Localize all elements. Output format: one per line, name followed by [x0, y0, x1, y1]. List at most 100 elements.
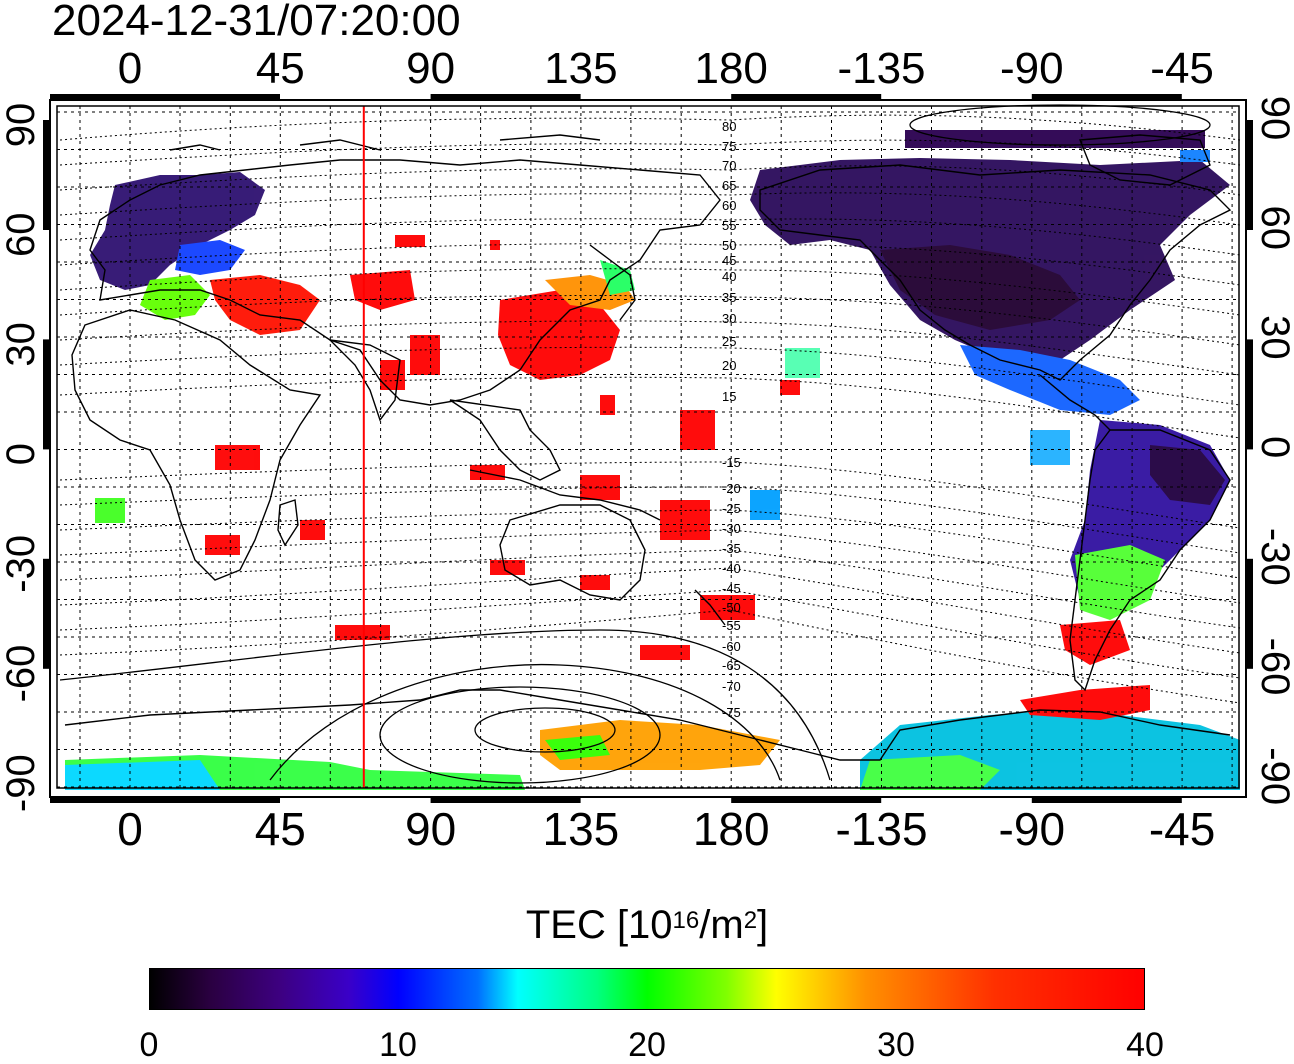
frame-bar [1247, 120, 1253, 230]
coastlines [64, 134, 1232, 761]
coast-madagascar [277, 499, 299, 547]
coast-africa [71, 309, 322, 581]
bottom-lon-label: 0 [117, 803, 143, 855]
right-lat-label: 30 [1253, 315, 1294, 360]
colorbar-tick-label: 40 [1126, 1026, 1164, 1064]
contour-label: 25 [722, 334, 736, 349]
tec-cell [750, 490, 780, 520]
tec-patch-antarctic-red [1020, 685, 1150, 720]
bottom-lon-label: -90 [999, 803, 1065, 855]
frame-bar [1031, 94, 1182, 101]
frame-bar [1031, 797, 1182, 803]
map-frame [56, 105, 1240, 789]
colorbar-title-suffix: ] [757, 903, 769, 947]
colorbar-tick-label: 10 [379, 1026, 417, 1064]
right-lat-label: 0 [1253, 436, 1294, 458]
tec-cell [470, 465, 505, 480]
contour-label: 15 [722, 389, 736, 404]
contour-label: -25 [722, 501, 741, 516]
bottom-lon-label: 135 [543, 803, 620, 855]
tec-patch-central-america [960, 345, 1140, 415]
contour-label: 50 [722, 238, 736, 253]
coast-europe [89, 159, 721, 406]
top-lon-label: 90 [406, 44, 455, 93]
tec-cell [680, 410, 715, 450]
tec-cell [580, 575, 610, 590]
tec-patch-antarctic-east-green [860, 755, 1000, 790]
left-lat-label: -60 [0, 645, 43, 703]
tec-colorbar [149, 968, 1145, 1010]
coast-antarctica [64, 689, 1231, 761]
contour-label: 35 [722, 290, 736, 305]
contour-label: 75 [722, 139, 736, 154]
contour-label: -50 [722, 600, 741, 615]
top-lon-label: -90 [1000, 44, 1064, 93]
coast-se-asia [449, 399, 561, 481]
frame-bar [43, 120, 49, 230]
tec-cell [600, 395, 615, 415]
frame-bar [43, 558, 49, 669]
top-lon-label: 0 [118, 44, 142, 93]
right-lat-label: -30 [1253, 528, 1294, 586]
contour-label: 20 [722, 358, 736, 373]
left-lat-label: -90 [0, 754, 43, 812]
left-lat-label: 30 [0, 322, 43, 367]
frame-bar [1247, 339, 1253, 450]
colorbar-tick-label: 0 [139, 1026, 159, 1064]
tec-patch-south-america-green [1075, 545, 1165, 620]
magnetic-contours-solid [59, 104, 1211, 784]
contour-label: 80 [722, 119, 736, 134]
colorbar-title-prefix: TEC [10 [525, 903, 673, 947]
colorbar-title-unit: /m [699, 903, 744, 947]
frame-tick-bars [43, 94, 1253, 803]
contour-label: 45 [722, 253, 736, 268]
coast-indonesia [469, 469, 661, 521]
tec-patch-med-green [140, 275, 210, 320]
frame-bar [50, 94, 130, 101]
contour-label: 65 [722, 178, 736, 193]
contour-label: 60 [722, 198, 736, 213]
tec-cell [640, 645, 690, 660]
top-lon-label: -45 [1150, 44, 1214, 93]
coast-south-america [1069, 429, 1231, 692]
lat-lon-grid [57, 106, 1239, 788]
right-lat-label: -90 [1253, 747, 1294, 805]
frame-bar [130, 797, 280, 803]
left-lat-label: 90 [0, 103, 43, 148]
tec-cell [780, 380, 800, 395]
colorbar-tick-label: 30 [877, 1026, 915, 1064]
right-lat-label: -60 [1253, 638, 1294, 696]
right-lat-label: 90 [1253, 96, 1294, 141]
contour-label-group: 80 75 70 65 60 55 50 45 40 35 30 25 20 1… [722, 119, 741, 720]
top-lon-label: 180 [694, 44, 767, 93]
tec-cell [905, 130, 1205, 148]
bottom-lon-label: 45 [255, 803, 306, 855]
colorbar-title: TEC [1016/m2] [0, 902, 1294, 948]
tec-cell [785, 348, 820, 378]
colorbar-tick-label: 20 [628, 1026, 666, 1064]
tec-cell [395, 235, 425, 247]
timestamp-title: 2024-12-31/07:20:00 [52, 0, 461, 45]
contour-label: 40 [722, 269, 736, 284]
tec-cell [205, 535, 240, 555]
tec-patch-south-america-red [1060, 620, 1130, 665]
tec-patch-antarctic-mid [540, 720, 780, 770]
bottom-lon-label: 180 [693, 803, 770, 855]
contour-label: 70 [722, 158, 736, 173]
contour-label: -65 [722, 658, 741, 673]
left-lat-label: 60 [0, 212, 43, 257]
frame-bar [130, 94, 280, 101]
frame-bar [731, 94, 882, 101]
tec-cell [660, 500, 710, 540]
frame-bar [50, 797, 130, 803]
tec-cell [300, 520, 325, 540]
left-lat-label: 0 [0, 443, 43, 465]
tec-cell [335, 625, 390, 640]
frame-bar [731, 797, 882, 803]
tec-patch-north-america-dark [880, 245, 1080, 330]
frame-bar [1247, 558, 1253, 669]
tec-cell [1030, 430, 1070, 465]
top-lon-label: 45 [256, 44, 305, 93]
tec-patch-antarctic-green-mid [545, 735, 610, 760]
